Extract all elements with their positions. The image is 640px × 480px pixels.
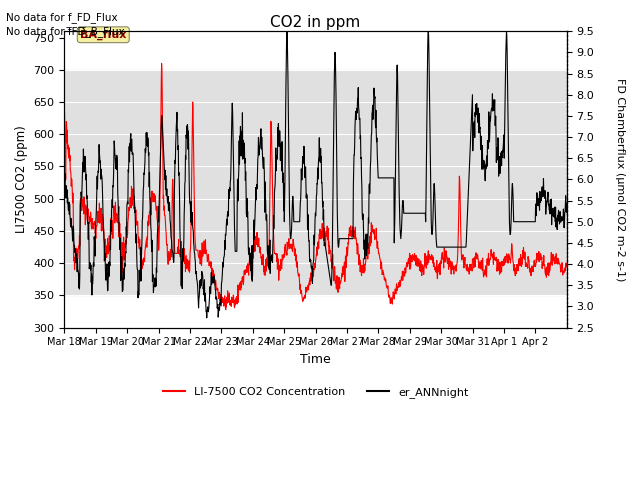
Text: No data for f_FD_Flux: No data for f_FD_Flux xyxy=(6,12,118,23)
Bar xyxy=(65,70,566,295)
Legend: LI-7500 CO2 Concentration, er_ANNnight: LI-7500 CO2 Concentration, er_ANNnight xyxy=(158,382,473,402)
Y-axis label: FD Chamberflux (μmol CO2 m-2 s-1): FD Chamberflux (μmol CO2 m-2 s-1) xyxy=(615,78,625,281)
Title: CO2 in ppm: CO2 in ppm xyxy=(271,15,361,30)
Y-axis label: LI7500 CO2 (ppm): LI7500 CO2 (ppm) xyxy=(15,125,28,233)
X-axis label: Time: Time xyxy=(300,353,331,366)
Text: No data for f̅FD̅_B_Flux: No data for f̅FD̅_B_Flux xyxy=(6,26,125,37)
Text: BA_flux: BA_flux xyxy=(80,30,127,40)
